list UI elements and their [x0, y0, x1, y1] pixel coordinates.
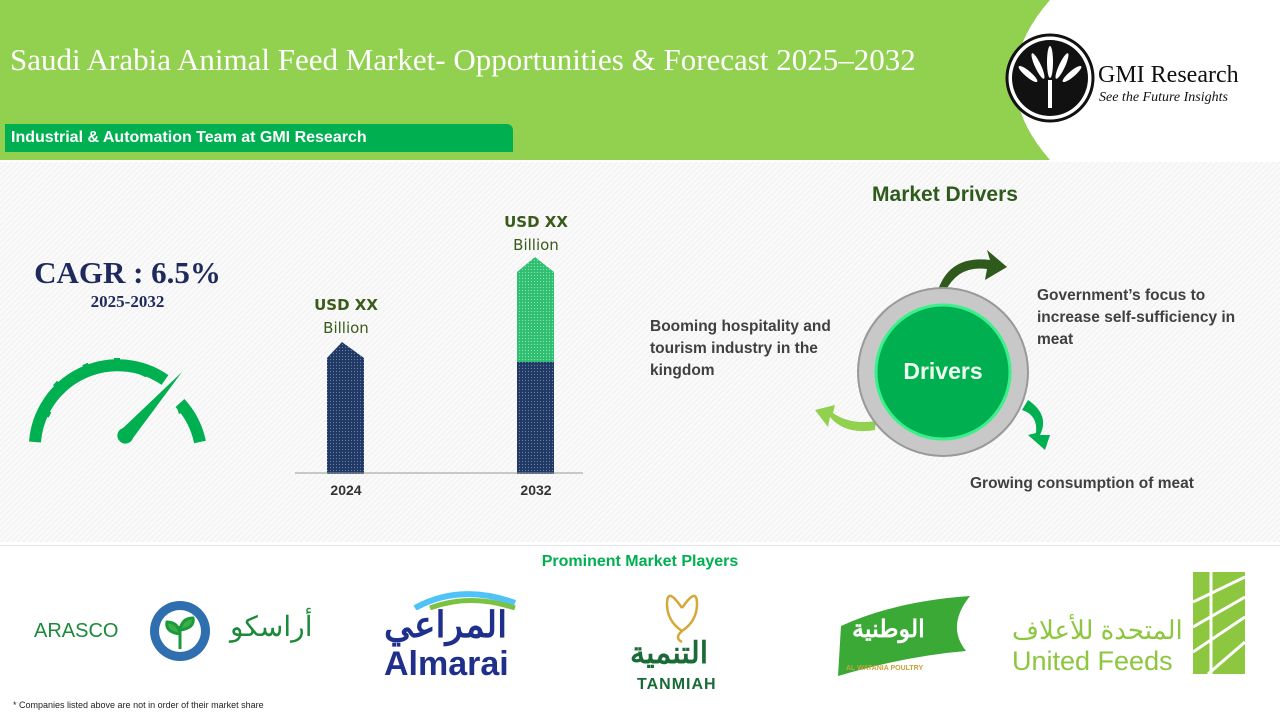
- gmi-logo-icon: [1005, 33, 1095, 123]
- bar-2032-growth: [517, 257, 554, 362]
- x-tick-2024: 2024: [330, 482, 362, 498]
- cagr-value: CAGR : 6.5%: [34, 255, 221, 290]
- logo-backdrop: [1005, 0, 1280, 160]
- brand-name: GMI Research: [1098, 62, 1239, 88]
- driver-item-2: Growing consumption of meat: [970, 475, 1194, 492]
- bar-2032-base: [517, 362, 554, 474]
- bar-2024: [327, 342, 364, 474]
- players-footnote: * Companies listed above are not in orde…: [13, 700, 264, 710]
- brand-tagline: See the Future Insights: [1099, 90, 1228, 105]
- al-watania-flag-icon: [838, 596, 970, 676]
- speedometer-icon: [29, 358, 206, 444]
- tanmiah-heart-icon: [665, 594, 699, 644]
- cagr-period: 2025-2032: [90, 292, 165, 311]
- bar-2024-value: USD XX: [314, 296, 378, 314]
- bar-2024-unit: Billion: [323, 319, 369, 337]
- arasco-gear-icon: [150, 601, 210, 661]
- market-size-chart: [295, 257, 583, 474]
- drivers-center-label: Drivers: [903, 358, 983, 384]
- team-label: Industrial & Automation Team at GMI Rese…: [5, 124, 513, 152]
- driver-item-1: Government’s focus to increase self-suff…: [1037, 287, 1236, 348]
- main-panel: [0, 162, 1280, 542]
- driver-item-3: Booming hospitality and tourism industry…: [650, 318, 831, 379]
- page-title: Saudi Arabia Animal Feed Market- Opportu…: [10, 42, 916, 77]
- arrow-left-icon: [815, 405, 876, 432]
- almarai-wave-icon: [413, 591, 517, 610]
- x-tick-2032: 2032: [520, 482, 552, 498]
- players-title: Prominent Market Players: [541, 553, 739, 570]
- arrow-top-icon: [938, 250, 1007, 292]
- arrow-right-icon: [1022, 400, 1050, 450]
- drivers-diagram: [815, 250, 1050, 457]
- united-feeds-leaf-icon: [1193, 572, 1245, 674]
- bar-2032-value: USD XX: [504, 213, 568, 231]
- drivers-title: Market Drivers: [872, 183, 1018, 206]
- bar-2032-unit: Billion: [513, 236, 559, 254]
- players-panel: [0, 545, 1280, 720]
